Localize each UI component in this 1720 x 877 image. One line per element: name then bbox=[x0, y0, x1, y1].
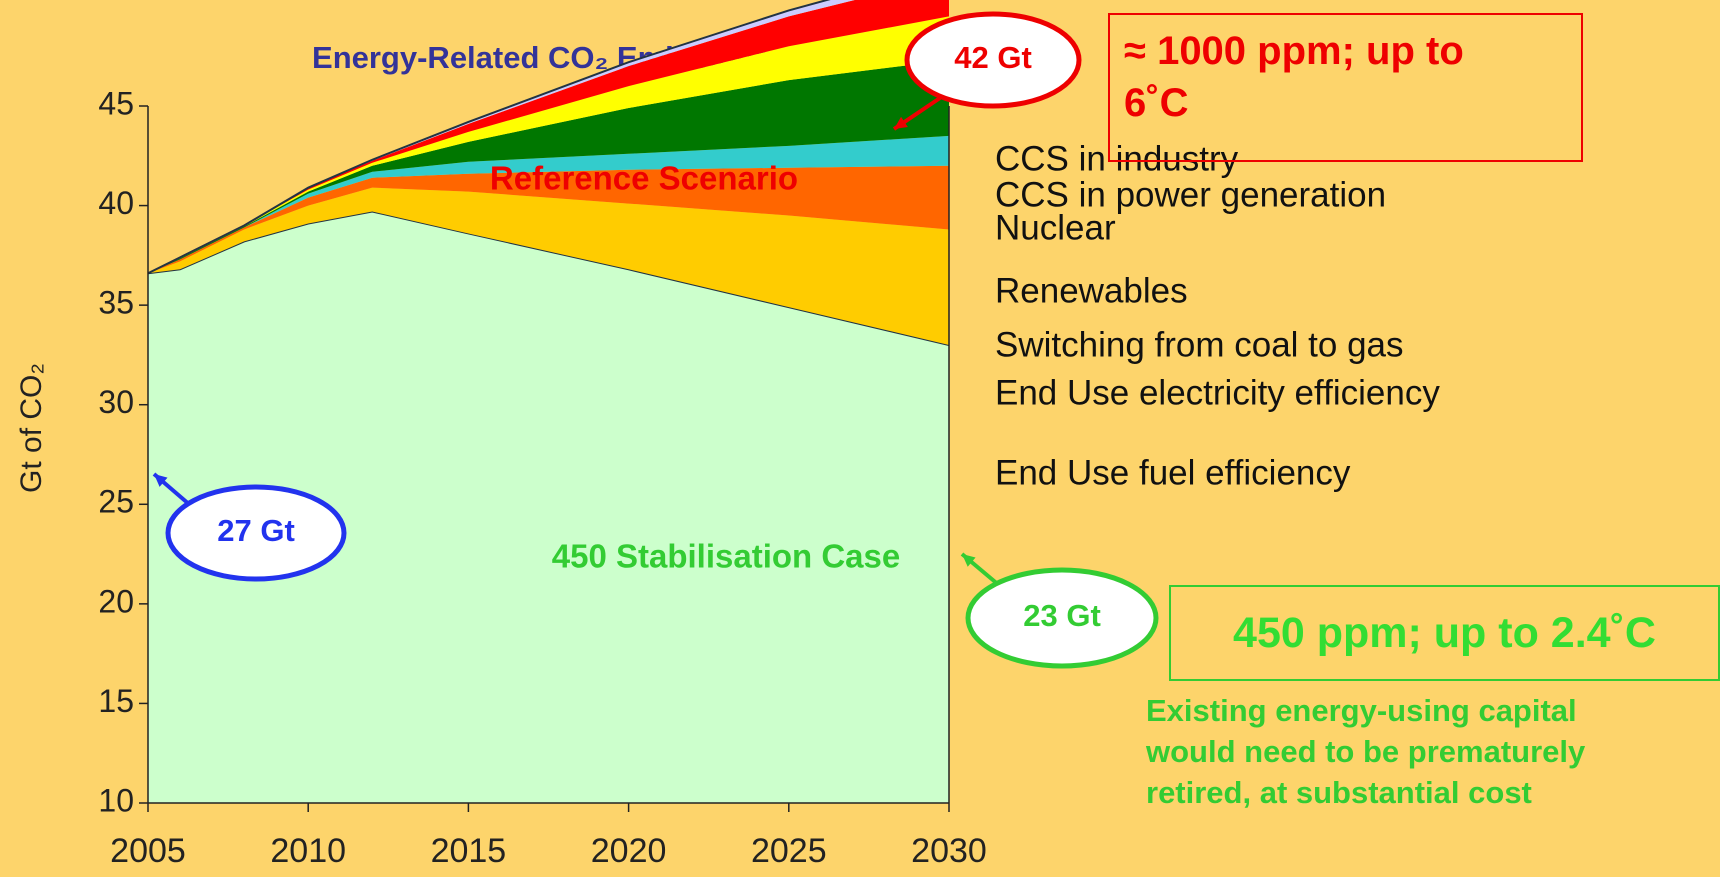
series-label: CCS in power generation bbox=[995, 175, 1386, 214]
y-tick-label: 20 bbox=[98, 583, 134, 619]
callout-ellipse bbox=[165, 484, 347, 582]
arrow-head bbox=[154, 474, 168, 487]
series-label: Renewables bbox=[995, 271, 1188, 310]
series-label: End Use fuel efficiency bbox=[995, 453, 1351, 492]
y-tick-label: 35 bbox=[98, 285, 134, 321]
area-2 bbox=[148, 165, 949, 274]
reference-label: Reference Scenario bbox=[490, 160, 798, 197]
y-tick-label: 10 bbox=[98, 782, 134, 818]
series-label: Nuclear bbox=[995, 208, 1116, 247]
x-tick-label: 2030 bbox=[911, 832, 987, 870]
base-label: 450 Stabilisation Case bbox=[552, 538, 900, 575]
arrow-head bbox=[894, 116, 908, 129]
x-tick-label: 2020 bbox=[591, 832, 667, 870]
area-3 bbox=[148, 135, 949, 274]
note-text: Existing energy-using capital would need… bbox=[1146, 693, 1586, 810]
callout-ellipse bbox=[965, 567, 1159, 669]
callout-ellipse bbox=[904, 11, 1082, 109]
series-label: CCS in industry bbox=[995, 139, 1239, 178]
low-outcome-text: 450 ppm; up to 2.4˚C bbox=[1233, 609, 1656, 657]
high-outcome-box: ≈ 1000 ppm; up to 6˚C bbox=[1108, 13, 1583, 162]
y-tick-label: 45 bbox=[98, 85, 134, 121]
callout-text: 27 Gt bbox=[217, 513, 295, 548]
series-label: Switching from coal to gas bbox=[995, 325, 1404, 364]
x-tick-label: 2010 bbox=[270, 832, 346, 870]
callout-text: 42 Gt bbox=[954, 40, 1032, 75]
x-tick-label: 2025 bbox=[751, 832, 827, 870]
high-outcome-text: ≈ 1000 ppm; up to 6˚C bbox=[1124, 29, 1464, 125]
area-0 bbox=[148, 211, 949, 803]
callout-text: 23 Gt bbox=[1023, 598, 1101, 633]
x-tick-label: 2015 bbox=[431, 832, 507, 870]
arrow-head bbox=[962, 554, 976, 567]
y-tick-label: 30 bbox=[98, 384, 134, 420]
x-tick-label: 2005 bbox=[110, 832, 186, 870]
y-tick-label: 40 bbox=[98, 185, 134, 221]
area-6 bbox=[148, 0, 949, 274]
area-edge bbox=[147, 0, 831, 275]
y-tick-label: 25 bbox=[98, 484, 134, 520]
y-axis-label: Gt of CO₂ bbox=[15, 363, 48, 493]
y-tick-label: 15 bbox=[98, 683, 134, 719]
area-5 bbox=[148, 16, 949, 274]
low-outcome-box: 450 ppm; up to 2.4˚C bbox=[1169, 585, 1720, 681]
area-1 bbox=[148, 187, 949, 345]
series-label: End Use electricity efficiency bbox=[995, 373, 1440, 412]
area-4 bbox=[148, 60, 949, 274]
